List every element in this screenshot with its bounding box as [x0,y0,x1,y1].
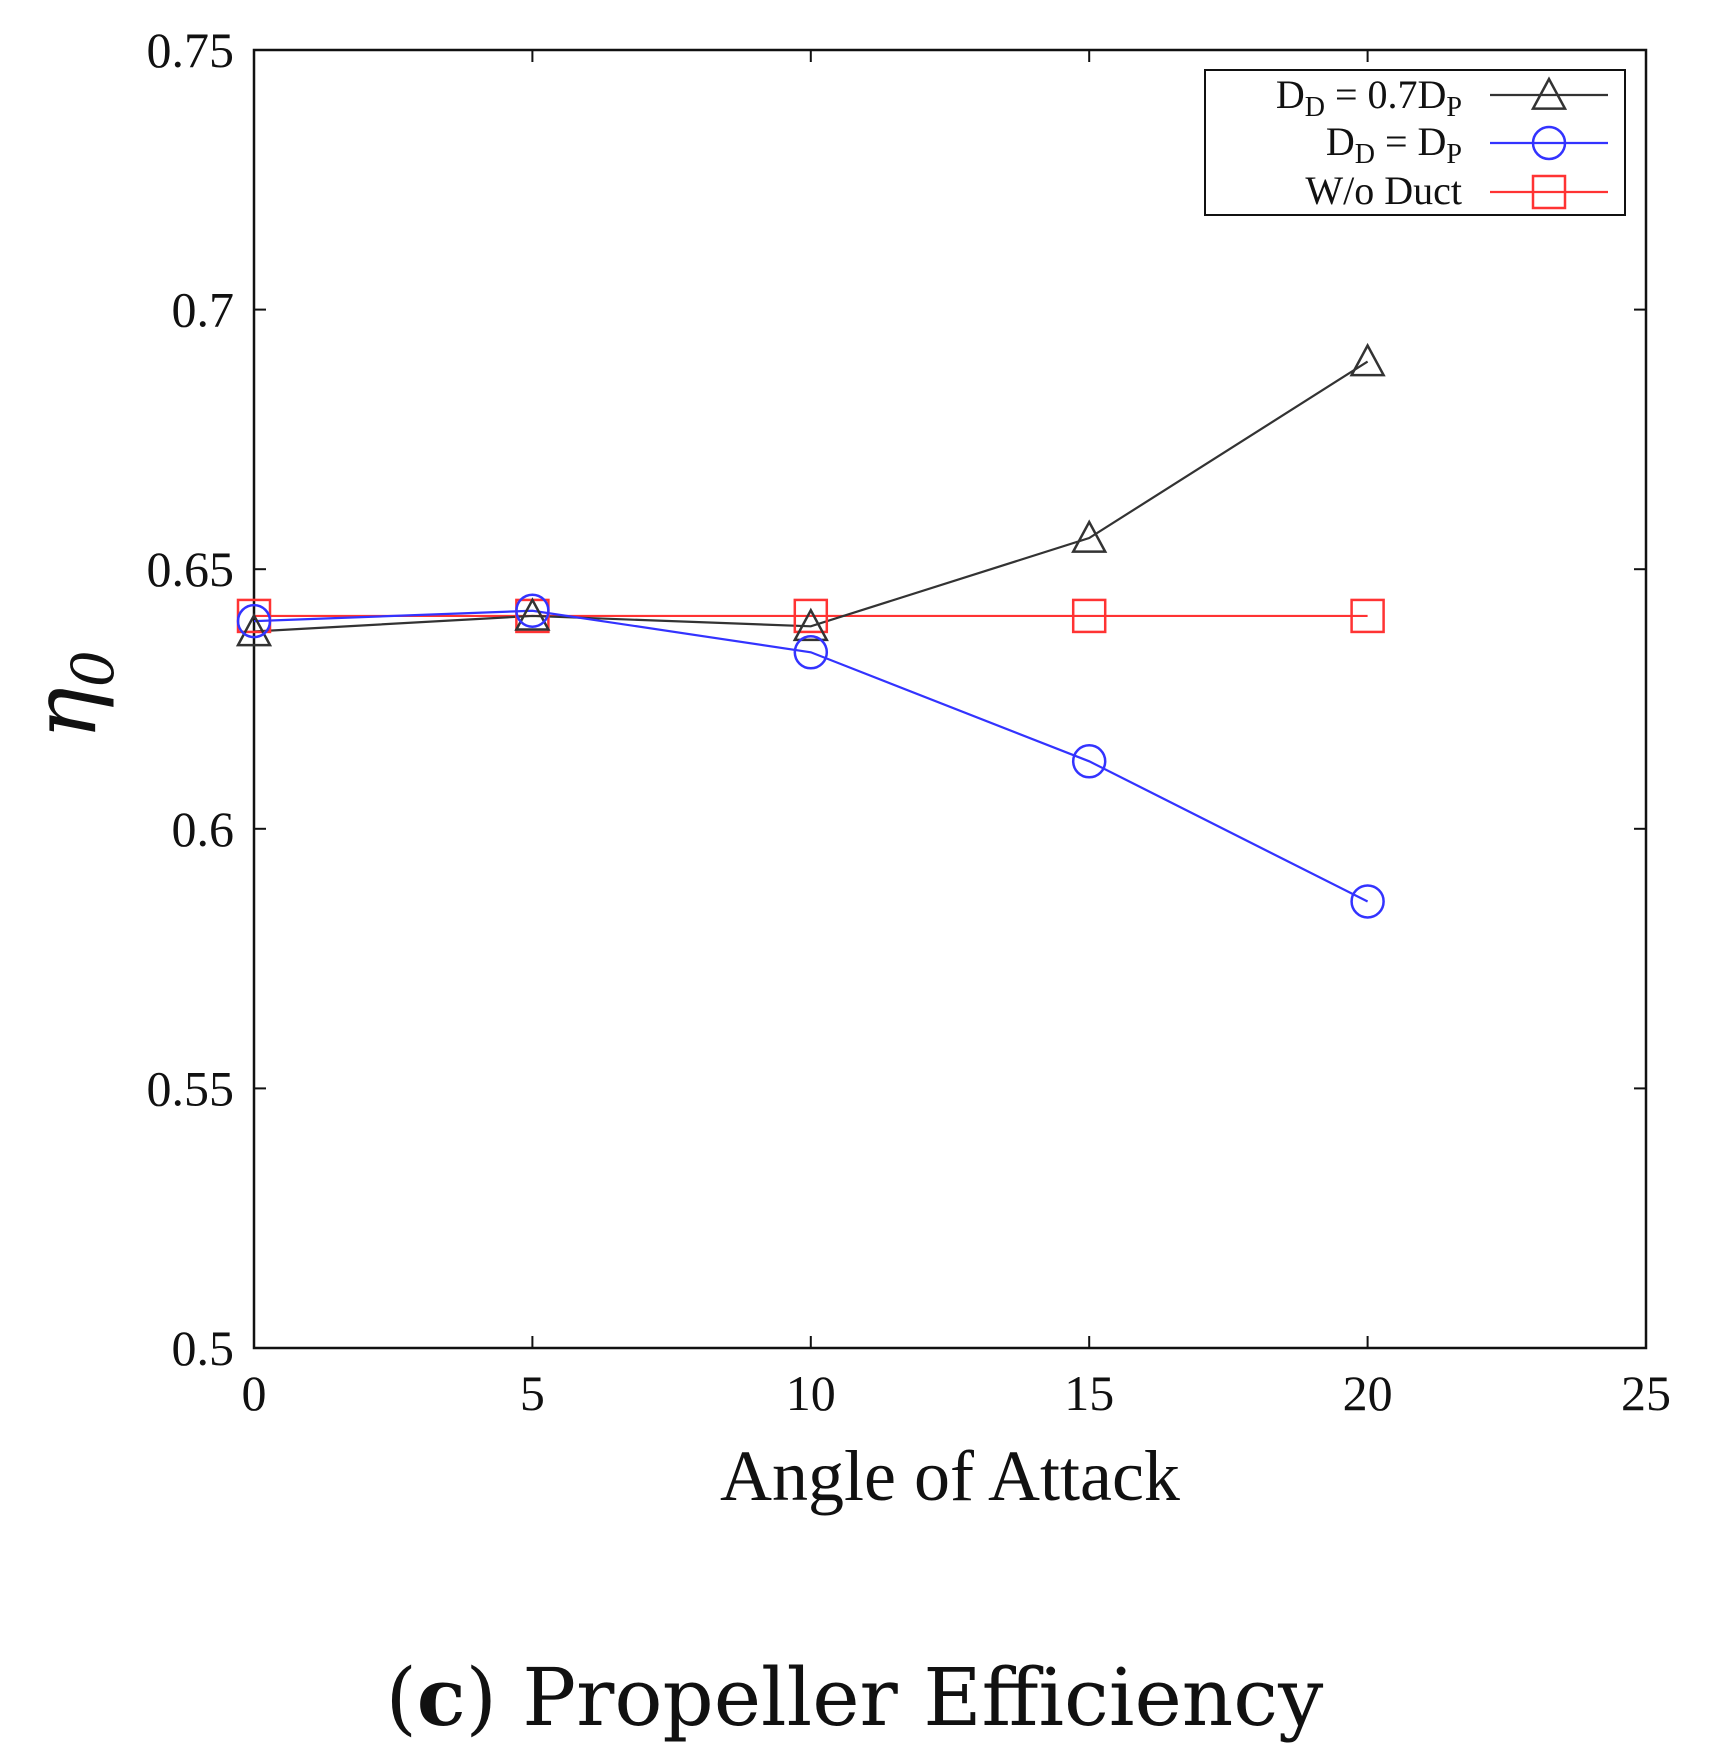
data-point-square [793,598,829,634]
caption-letter: c [416,1650,466,1744]
series-line-1 [253,609,1369,903]
legend-sample-marker [1531,174,1567,210]
x-tick-label: 0 [242,1365,267,1421]
data-point-square [1071,598,1107,634]
data-point-circle [1071,744,1107,779]
data-point-square [1350,598,1385,634]
figure-caption: (c) Propeller Efficiency [385,1650,1324,1744]
plot-frame [252,48,1648,1350]
y-tick-label: 0.55 [147,1060,235,1116]
x-tick-label: 15 [1064,1365,1114,1421]
legend: DD = 0.7DP DD = DP W/o Duct [1204,69,1626,216]
x-tick-label: 10 [786,1365,836,1421]
legend-sample-marker [1530,76,1568,110]
data-point-circle [515,593,550,628]
x-tick-label: 5 [520,1365,545,1421]
y-tick-label: 0.65 [147,541,235,597]
data-point-triangle [1071,519,1108,553]
legend-label-2: W/o Duct [1305,168,1462,213]
data-point-circle [236,603,272,639]
x-tick-label: 25 [1621,1365,1671,1421]
y-axis-title: η0 [13,650,127,740]
axis-ticks: 0 5 10 15 20 25 0.5 0.55 0.6 0.65 0.7 0.75 [147,22,1672,1421]
x-axis-title: Angle of Attack [720,1436,1180,1516]
data-point-circle [793,635,829,670]
series-markers [235,342,1386,919]
data-point-circle [1350,884,1385,919]
data-point-triangle [235,612,273,647]
series-lines [253,360,1369,903]
y-axis-title-main: η [13,687,116,740]
y-tick-label: 0.75 [147,22,235,78]
data-point-triangle [514,597,551,631]
y-tick-label: 0.6 [172,801,235,857]
data-point-triangle [1349,342,1386,377]
y-tick-label: 0.5 [172,1320,235,1376]
legend-label-1: DD = DP [1326,119,1462,170]
legend-samples [1490,76,1608,210]
series-line-0 [253,360,1369,633]
y-tick-label: 0.7 [172,282,235,338]
x-tick-label: 20 [1343,1365,1393,1421]
legend-label-0: DD = 0.7DP [1276,72,1462,123]
chart: 0 5 10 15 20 25 0.5 0.55 0.6 0.65 0.7 0.75 Angle of… [13,22,1672,1516]
y-axis-title-sub: 0 [59,650,127,687]
data-point-triangle [792,607,829,642]
legend-sample-marker [1531,125,1567,161]
